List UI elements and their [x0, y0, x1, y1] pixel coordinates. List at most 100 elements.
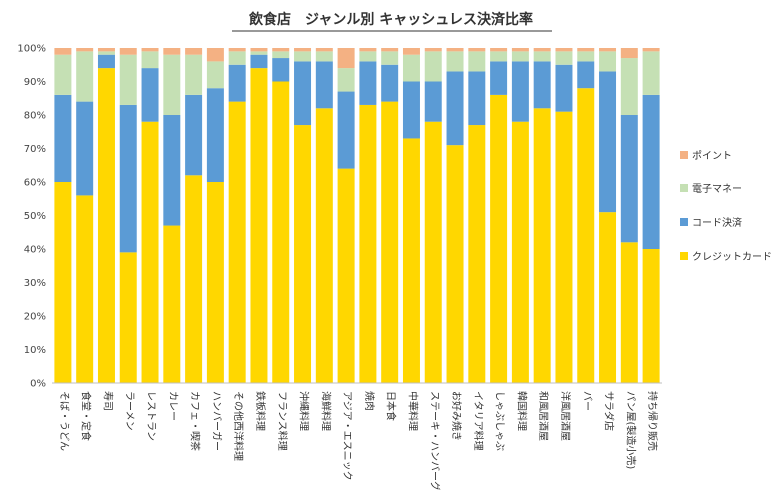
x-category-label: 寿司	[101, 391, 114, 411]
bar-segment	[511, 121, 529, 383]
bar-segment	[54, 182, 72, 383]
bar-segment	[642, 51, 660, 95]
bar-segment	[490, 48, 508, 52]
bar-segment	[359, 61, 377, 105]
x-category-label: ステーキ・ハンバーグ	[428, 391, 441, 490]
bar-segment	[337, 91, 355, 169]
bar-segment	[577, 48, 595, 52]
bar-segment	[599, 48, 617, 52]
bar-segment	[642, 48, 660, 52]
x-category-label: サラダ店	[603, 391, 616, 431]
x-category-label: アジア・エスニック	[341, 391, 353, 481]
bar-segment	[97, 51, 115, 55]
bar-segment	[468, 51, 486, 72]
bar-segment	[359, 51, 377, 62]
bar-segment	[620, 58, 638, 115]
bar-segment	[555, 64, 573, 112]
x-category-label: カレー	[167, 391, 179, 421]
bar-segment	[119, 104, 137, 253]
y-tick-label: 90%	[24, 77, 46, 88]
bar-segment	[424, 48, 442, 52]
bar-segment	[555, 51, 573, 65]
bar-segment	[185, 175, 203, 383]
legend-swatch	[680, 184, 688, 192]
x-category-label: お好み焼き	[450, 391, 462, 441]
bar-segment	[206, 182, 224, 383]
bar-segment	[54, 94, 72, 182]
bar-segment	[424, 51, 442, 82]
y-tick-label: 80%	[24, 111, 46, 122]
x-category-label: フランス料理	[276, 391, 289, 451]
y-tick-label: 10%	[24, 345, 46, 356]
legend-swatch	[680, 151, 688, 159]
x-category-label: イタリア料理	[472, 391, 485, 451]
bar-segment	[468, 71, 486, 126]
x-category-label: 沖縄料理	[298, 391, 311, 431]
x-category-label: そば・うどん	[58, 391, 70, 451]
bar-segment	[577, 61, 595, 89]
bar-segment	[54, 54, 72, 95]
bar-segment	[337, 48, 355, 69]
x-category-label: 和風居酒屋	[537, 391, 549, 441]
x-category-label: 中華料理	[406, 391, 419, 431]
bar-segment	[620, 48, 638, 59]
bar-segment	[533, 108, 551, 384]
bar-segment	[163, 115, 181, 226]
y-tick-label: 20%	[24, 312, 46, 323]
bar-segment	[250, 51, 268, 55]
bar-segment	[599, 212, 617, 383]
bar-segment	[185, 48, 203, 55]
bar-segment	[250, 68, 268, 383]
bar-segment	[163, 54, 181, 115]
bar-segment	[119, 252, 137, 383]
y-tick-label: 30%	[24, 278, 46, 289]
bar-segment	[76, 195, 94, 383]
bar-segment	[381, 51, 399, 65]
y-tick-label: 100%	[17, 44, 46, 55]
bar-segment	[315, 61, 333, 109]
bar-segment	[141, 68, 159, 122]
bar-segment	[206, 61, 224, 89]
x-category-label: しゃぶしゃぶ	[494, 391, 506, 451]
bar-segment	[206, 48, 224, 62]
bar-segment	[76, 101, 94, 196]
bar-segment	[599, 51, 617, 72]
x-category-label: 食堂・定食	[80, 391, 93, 441]
bar-segment	[511, 48, 529, 52]
legend-label: 電子マネー	[692, 183, 742, 195]
y-tick-label: 60%	[24, 178, 46, 189]
bar-segment	[294, 51, 312, 62]
x-category-label: 洋風居酒屋	[559, 391, 572, 441]
bar-segment	[272, 58, 290, 82]
bar-segment	[446, 51, 464, 72]
bar-segment	[250, 48, 268, 52]
legend-label: クレジットカード	[692, 251, 772, 263]
legend-label: ポイント	[692, 150, 732, 162]
bar-segment	[490, 61, 508, 95]
bar-segment	[337, 168, 355, 383]
plot-area: 0% 10% 20% 30% 40% 50% 60% 70% 80% 90% 100% そば・うどん食…	[17, 44, 662, 490]
bar-segment	[490, 51, 508, 62]
bar-segment	[163, 225, 181, 383]
bar-segment	[141, 48, 159, 52]
bar-segment	[185, 94, 203, 176]
bar-segment	[620, 242, 638, 383]
bar-segment	[402, 138, 420, 383]
bar-segment	[577, 88, 595, 383]
bar-segment	[402, 81, 420, 139]
y-tick-label: 70%	[24, 144, 46, 155]
bar-segment	[228, 48, 246, 52]
bar-segment	[141, 121, 159, 383]
legend-swatch	[680, 218, 688, 226]
bar-segment	[315, 108, 333, 384]
y-tick-label: 40%	[24, 245, 46, 256]
bar-segment	[424, 81, 442, 122]
x-category-label: バー	[581, 391, 593, 411]
x-category-label: 韓国料理	[515, 391, 528, 431]
x-category-label: レストラン	[145, 391, 157, 441]
bar-segment	[490, 94, 508, 384]
bar-segment	[185, 54, 203, 95]
bar-segment	[533, 61, 551, 109]
